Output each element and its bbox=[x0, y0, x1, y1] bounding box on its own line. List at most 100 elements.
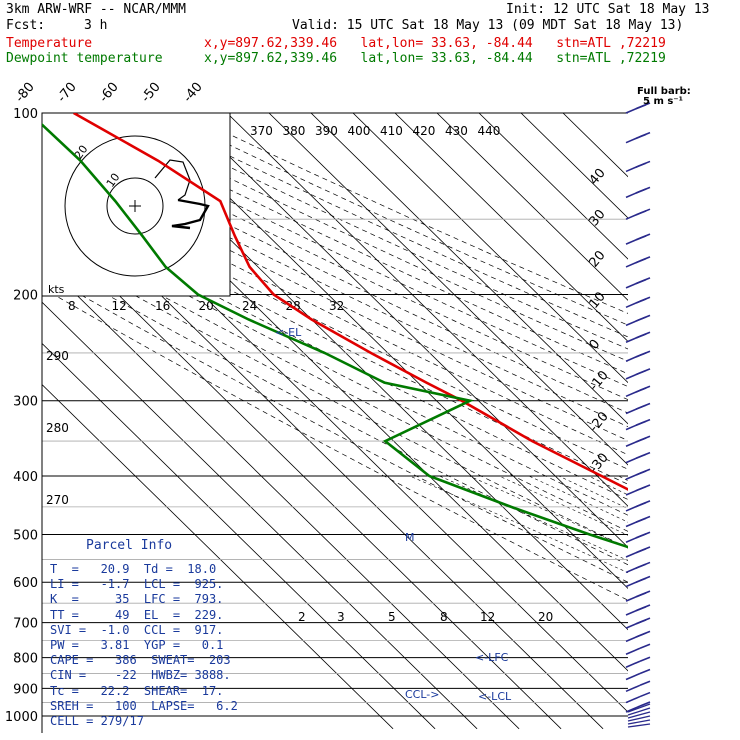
wind-barb-flag bbox=[635, 563, 647, 569]
theta-label: 390 bbox=[315, 124, 338, 138]
dry-adiabat-line bbox=[183, 113, 628, 314]
wind-barb bbox=[625, 515, 651, 528]
isotherm-line bbox=[42, 260, 520, 730]
wind-barb-surface bbox=[627, 703, 651, 713]
wind-barb-flag bbox=[635, 103, 647, 110]
wind-barb bbox=[625, 385, 651, 398]
wind-barb bbox=[625, 575, 651, 588]
wind-barb bbox=[625, 296, 651, 309]
wind-barb-flag bbox=[635, 437, 647, 443]
pressure-label-400: 400 bbox=[13, 470, 38, 485]
profile-lines bbox=[42, 113, 628, 549]
isotherm-line bbox=[42, 342, 436, 730]
moist-adiabat-line bbox=[678, 476, 740, 716]
init-time: Init: 12 UTC Sat 18 May 13 bbox=[506, 2, 710, 17]
wind-barb-flag bbox=[635, 404, 647, 410]
ccl-marker: CCL-> bbox=[405, 688, 439, 701]
moist-adiabat-line bbox=[558, 475, 628, 509]
theta-label: 440 bbox=[478, 124, 501, 138]
wind-barb-surface bbox=[627, 723, 651, 728]
wind-barb bbox=[625, 691, 651, 704]
moist-adiabat-line bbox=[498, 475, 628, 536]
dry-adiabat-line bbox=[42, 117, 628, 401]
isotherm-label: -10 bbox=[587, 368, 612, 394]
pressure-label-100: 100 bbox=[13, 107, 38, 122]
wind-barb-staff bbox=[625, 684, 641, 693]
isotherm-line bbox=[142, 113, 628, 590]
wind-barb bbox=[625, 208, 651, 220]
moist-adiabat-line bbox=[708, 476, 740, 716]
wind-barb bbox=[625, 418, 651, 431]
dry-adiabat-line bbox=[42, 164, 628, 456]
level-markers: <-EL M <-LFC CCL-> <-LCL bbox=[275, 326, 512, 703]
isotherm-line bbox=[436, 113, 628, 301]
dry-adiabat-line bbox=[42, 129, 628, 414]
wind-barb-flag bbox=[635, 517, 647, 523]
wind-barb-staff bbox=[625, 660, 641, 668]
wind-barb bbox=[625, 368, 651, 380]
wind-barb-surface bbox=[627, 707, 651, 716]
wind-barb-flag bbox=[639, 656, 651, 662]
wind-barb-flag bbox=[635, 352, 647, 358]
isotherm-line bbox=[394, 113, 628, 342]
wind-barb bbox=[625, 451, 651, 464]
isotherm-label: -40 bbox=[181, 80, 206, 106]
hodograph-speed-tick: 8 bbox=[68, 299, 76, 313]
wind-barb-flag bbox=[635, 235, 647, 241]
el-marker: <-EL bbox=[275, 326, 302, 339]
hodograph-ring-inner bbox=[106, 177, 164, 235]
dry-adiabat-label: 270 bbox=[46, 493, 69, 507]
wind-barb-flag bbox=[639, 668, 651, 675]
isotherm-label: -50 bbox=[139, 80, 164, 106]
parcel-info-title: Parcel Info bbox=[86, 538, 173, 553]
isotherm-label: -60 bbox=[97, 80, 122, 106]
isotherm-label: 40 bbox=[587, 166, 609, 188]
pressure-label-300: 300 bbox=[13, 395, 38, 410]
parcel-info-row: TT = 49 EL = 229. bbox=[50, 607, 224, 622]
grid-lines bbox=[42, 113, 740, 730]
wind-barb-flag bbox=[635, 333, 647, 339]
wind-barb-flag bbox=[639, 643, 651, 650]
pressure-label-600: 600 bbox=[13, 576, 38, 591]
forecast-hour: 3 h bbox=[84, 18, 108, 33]
wind-legend-line1: Full barb: bbox=[637, 86, 691, 97]
pressure-label-200: 200 bbox=[13, 289, 38, 304]
wind-barb bbox=[625, 656, 651, 668]
isotherm-line bbox=[42, 219, 562, 730]
wind-barb bbox=[625, 680, 651, 693]
dry-adiabat-line bbox=[42, 287, 628, 601]
wind-barb-flag bbox=[635, 470, 647, 476]
theta-label: 410 bbox=[380, 124, 403, 138]
forecast-label: Fcst: bbox=[6, 18, 46, 33]
wind-barb-flag bbox=[639, 680, 651, 687]
wind-barb-flag bbox=[635, 257, 647, 264]
isotherm-line bbox=[520, 113, 628, 219]
theta-label: 430 bbox=[445, 124, 468, 138]
wind-barb-flag bbox=[635, 533, 647, 539]
dry-adiabat-line bbox=[42, 229, 628, 532]
temperature-profile bbox=[73, 113, 628, 491]
dewpoint-profile bbox=[42, 122, 628, 549]
wind-barb-flag bbox=[635, 619, 647, 625]
isotherm-line bbox=[310, 113, 628, 425]
wind-barb bbox=[625, 643, 651, 656]
dry-adiabat-label: 280 bbox=[46, 421, 69, 435]
lcl-marker: <-LCL bbox=[478, 690, 512, 703]
isotherm-line bbox=[478, 113, 628, 260]
wind-barb-flag bbox=[635, 420, 647, 427]
wind-barb bbox=[625, 160, 651, 173]
wind-barb bbox=[625, 701, 651, 713]
temperature-legend-info: x,y=897.62,339.46 lat,lon= 33.63, -84.44… bbox=[204, 36, 666, 51]
temperature-legend-name: Temperature bbox=[6, 36, 93, 51]
wind-barb bbox=[625, 468, 651, 481]
mixing-ratio-label: 3 bbox=[337, 610, 345, 624]
wind-barb bbox=[625, 331, 651, 344]
wind-barb-flag bbox=[635, 485, 647, 492]
wind-barb-surface bbox=[627, 711, 651, 719]
hodograph-speed-tick: 20 bbox=[199, 299, 214, 313]
dry-adiabat-line bbox=[42, 189, 628, 485]
wind-barb bbox=[625, 233, 651, 245]
dry-adiabat-line bbox=[75, 113, 628, 375]
pressure-label-500: 500 bbox=[13, 528, 38, 543]
